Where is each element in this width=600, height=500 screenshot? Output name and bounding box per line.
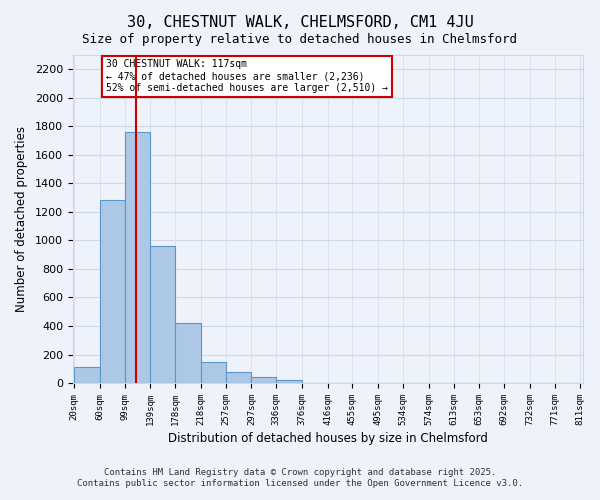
Bar [226,372,251,383]
Bar [201,362,226,383]
Text: 30, CHESTNUT WALK, CHELMSFORD, CM1 4JU: 30, CHESTNUT WALK, CHELMSFORD, CM1 4JU [127,15,473,30]
Text: Contains HM Land Registry data © Crown copyright and database right 2025.
Contai: Contains HM Land Registry data © Crown c… [77,468,523,487]
Bar [100,200,125,383]
Text: Size of property relative to detached houses in Chelmsford: Size of property relative to detached ho… [83,32,517,46]
Bar [125,132,151,383]
Bar [151,246,175,383]
Bar [74,368,100,383]
Bar [251,378,277,383]
X-axis label: Distribution of detached houses by size in Chelmsford: Distribution of detached houses by size … [168,432,488,445]
Text: 30 CHESTNUT WALK: 117sqm
← 47% of detached houses are smaller (2,236)
52% of sem: 30 CHESTNUT WALK: 117sqm ← 47% of detach… [106,60,388,92]
Bar [175,323,201,383]
Bar [277,380,302,383]
Y-axis label: Number of detached properties: Number of detached properties [15,126,28,312]
